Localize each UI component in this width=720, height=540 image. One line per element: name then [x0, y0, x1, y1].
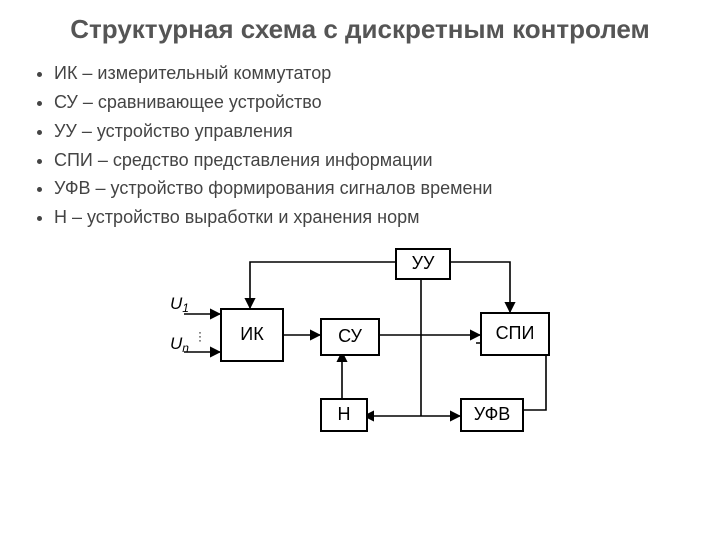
node-ufv: УФВ	[460, 398, 524, 432]
edge-uu-to-ik	[250, 262, 395, 308]
legend-list: ИК – измерительный коммутатор СУ – сравн…	[54, 59, 690, 232]
block-diagram: U1 Un ··· ИК СУ УУ СПИ Н УФВ	[150, 248, 570, 448]
slide: Структурная схема с дискретным контролем…	[0, 0, 720, 540]
edge-uu-to-spi	[447, 262, 510, 312]
legend-item: УФВ – устройство формирования сигналов в…	[54, 174, 690, 203]
node-spi: СПИ	[480, 312, 550, 356]
input-u1-label: U1	[170, 294, 189, 315]
node-uu: УУ	[395, 248, 451, 280]
legend-item: СУ – сравнивающее устройство	[54, 88, 690, 117]
node-su: СУ	[320, 318, 380, 356]
node-ik: ИК	[220, 308, 284, 362]
legend-item: ИК – измерительный коммутатор	[54, 59, 690, 88]
page-title: Структурная схема с дискретным контролем	[30, 14, 690, 45]
legend-item: Н – устройство выработки и хранения норм	[54, 203, 690, 232]
diagram-container: U1 Un ··· ИК СУ УУ СПИ Н УФВ	[30, 248, 690, 448]
legend-item: СПИ – средство представления информации	[54, 146, 690, 175]
node-n: Н	[320, 398, 368, 432]
input-ellipsis: ···	[198, 330, 202, 342]
legend-item: УУ – устройство управления	[54, 117, 690, 146]
input-un-label: Un	[170, 334, 189, 355]
